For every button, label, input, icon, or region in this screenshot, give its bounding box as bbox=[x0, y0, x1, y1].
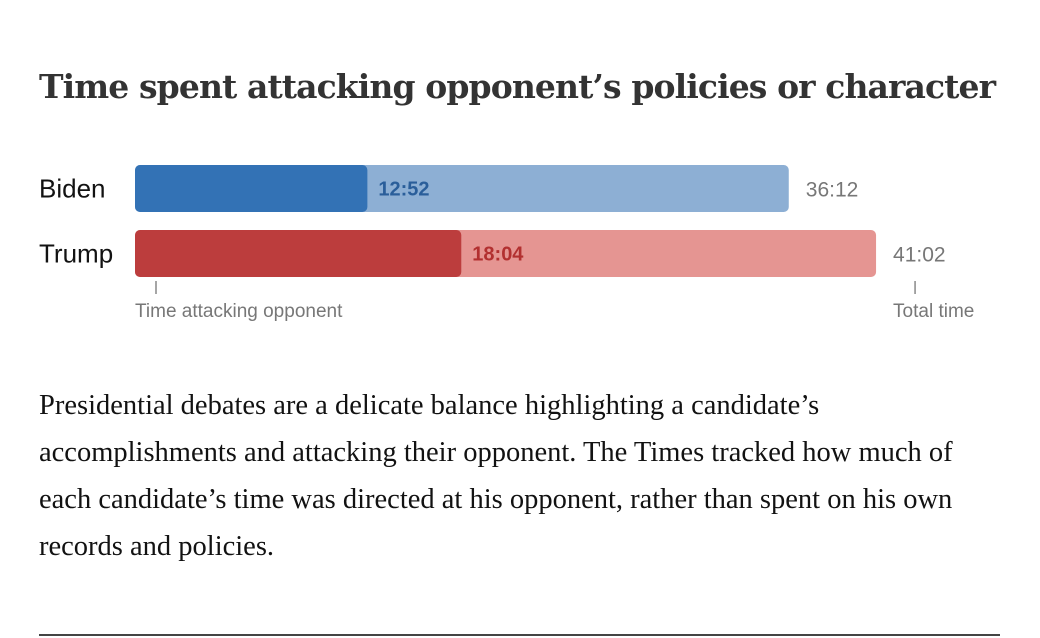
bar-attack-trump bbox=[135, 230, 462, 277]
bottom-divider bbox=[39, 634, 1000, 636]
attack-value-label-biden: 12:52 bbox=[378, 179, 429, 201]
chart-description: Presidential debates are a delicate bala… bbox=[39, 390, 953, 562]
attack-annotation-label: Time attacking opponent bbox=[135, 301, 343, 322]
category-label-biden: Biden bbox=[39, 174, 106, 204]
total-annotation-label: Total time bbox=[893, 301, 974, 322]
bar-attack-biden bbox=[135, 165, 368, 212]
chart-title: Time spent attacking opponent’s policies… bbox=[39, 67, 996, 106]
attack-value-label-trump: 18:04 bbox=[472, 244, 524, 266]
category-label-trump: Trump bbox=[39, 239, 113, 269]
bar-chart: Biden 12:52 36:12 Trump 18:04 41:02 Time attac… bbox=[39, 165, 974, 322]
total-value-label-trump: 41:02 bbox=[893, 244, 946, 267]
total-value-label-biden: 36:12 bbox=[806, 179, 859, 202]
